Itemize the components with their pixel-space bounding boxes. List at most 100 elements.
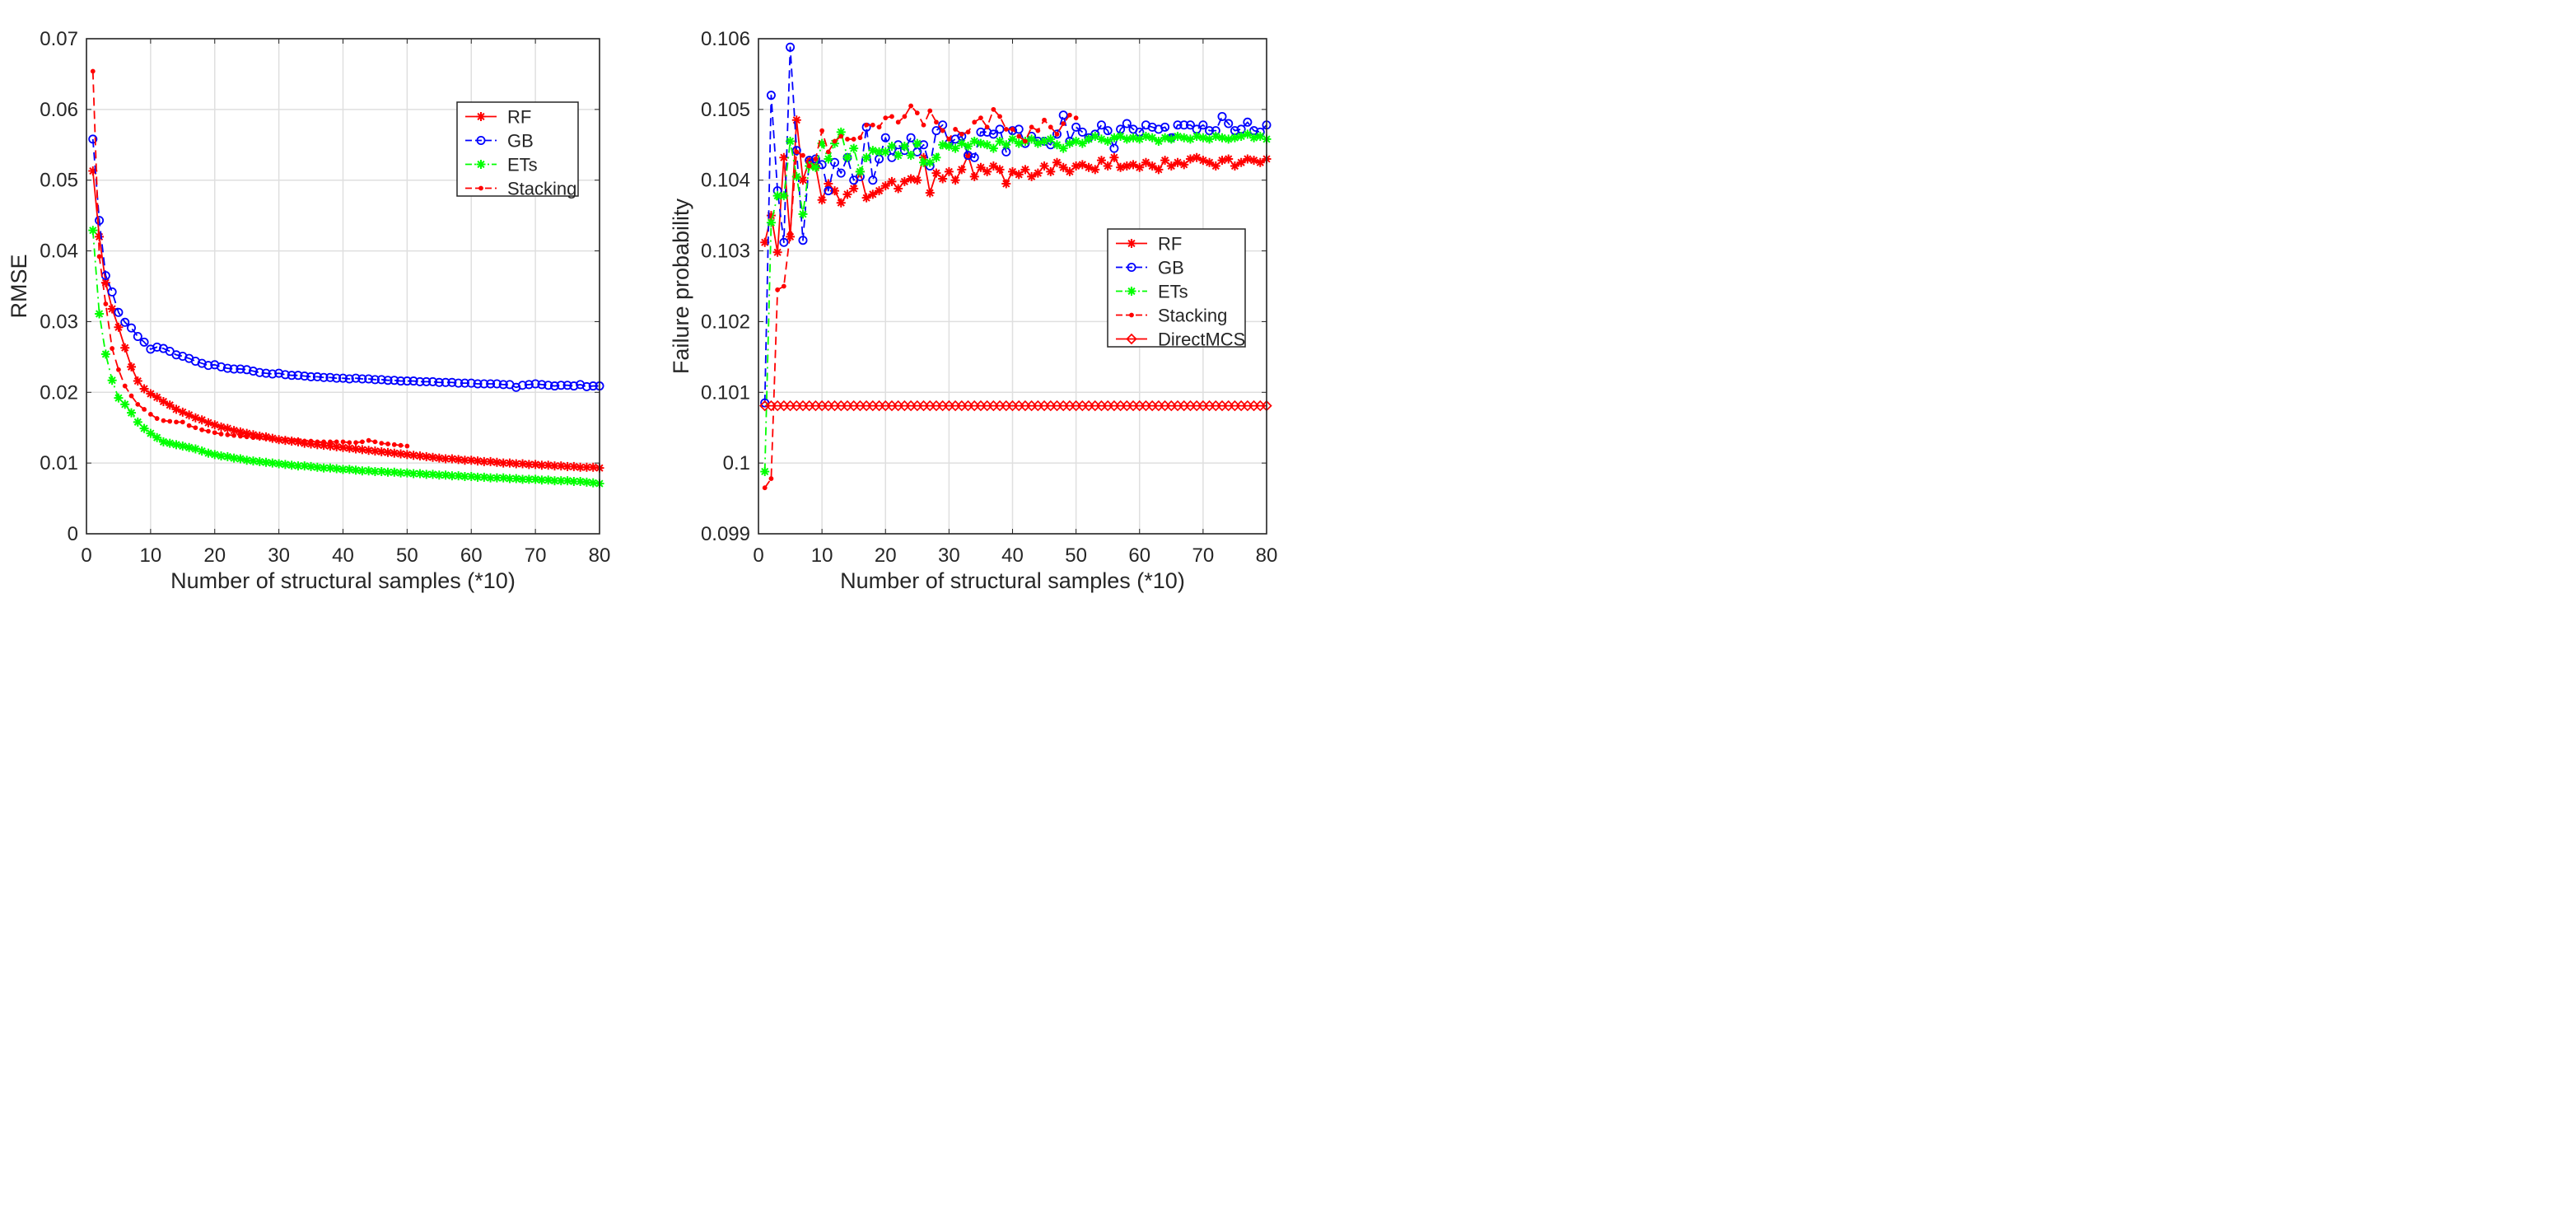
failure-probability-point-stacking [787,231,793,236]
failure-probability-point-rf [950,175,960,185]
failure-probability-point-rf [880,181,890,191]
failure-probability-point-rf [1160,156,1170,166]
rmse-point-rf [569,461,579,471]
failure-probability-point-ets [855,166,865,176]
rmse-point-stacking [301,438,307,444]
failure-probability-point-gb [1224,119,1234,129]
rmse-point-ets [549,476,559,486]
rmse-point-gb [133,331,142,341]
failure-probability-point-ets [957,138,967,148]
rmse-point-ets [203,448,213,458]
rmse-point-stacking [289,437,295,443]
rmse-point-gb [351,373,361,383]
rmse-point-ets [498,473,508,483]
rmse-point-rf [210,420,220,430]
rmse-point-gb [274,368,284,378]
failure-probability-point-stacking [762,485,768,491]
rmse-point-ets [280,460,290,470]
failure-probability-point-stacking [921,122,926,128]
failure-probability-point-rf [957,165,967,175]
rmse-point-ets [562,476,572,486]
rmse-point-ets [383,467,393,477]
failure-probability-point-stacking [1035,128,1041,133]
failure-probability-x-tick-label: 70 [1192,544,1215,567]
rmse-point-ets [505,474,515,484]
failure-probability-point-rf [1217,156,1227,166]
rmse-point-gb [486,379,496,389]
rmse-point-rf [454,455,464,465]
rmse-x-tick-label: 30 [268,544,290,567]
rmse-point-stacking [347,440,352,446]
rmse-y-tick-label: 0 [68,523,78,545]
failure-probability-point-ets [1052,140,1062,150]
rmse-point-stacking [276,437,282,442]
failure-probability-point-stacking [953,126,958,132]
rmse-point-stacking [110,346,115,351]
rmse-point-ets [486,473,496,483]
failure-probability-point-gb [1103,126,1113,136]
rmse-point-rf [332,442,342,451]
failure-probability-point-stacking [984,124,990,130]
rmse-point-stacking [154,416,160,421]
failure-probability-point-rf [944,166,954,176]
rmse-point-ets [319,463,329,473]
failure-probability-point-ets [1217,133,1227,143]
rmse-point-ets [133,417,142,427]
failure-probability-point-gb [1243,117,1253,127]
failure-probability-point-rf [875,186,884,196]
failure-probability-y-tick-label: 0.101 [701,381,750,404]
failure-probability-point-gb [1185,120,1195,130]
rmse-point-rf [114,322,124,332]
failure-probability-point-rf [1116,162,1126,172]
rmse-point-ets [100,349,110,359]
failure-probability-point-ets [817,138,827,148]
failure-probability-point-rf [925,188,935,198]
rmse-point-ets [530,474,540,484]
rmse-point-stacking [174,419,179,425]
rmse-point-ets [146,428,156,438]
rmse-y-axis-label: RMSE [7,254,31,318]
rmse-point-ets [184,442,194,452]
rmse-point-ets [261,457,271,467]
rmse-y-tick-label: 0.02 [40,381,78,404]
failure-probability-point-gb [1122,119,1132,129]
rmse-point-ets [351,465,361,475]
failure-probability-point-ets [976,138,986,148]
failure-probability-chart: 0 10 20 30 40 50 60 70 80 0.099 0.1 0.101 0.102 0.103… [669,28,1277,593]
rmse-point-stacking [269,437,275,442]
rmse-point-gb [325,372,335,382]
rmse-point-rf [229,426,239,436]
failure-probability-point-rf [1039,161,1049,171]
failure-probability-point-rf [1205,157,1215,167]
rmse-point-stacking [180,419,185,425]
rmse-point-ets [518,474,528,484]
rmse-point-ets [581,477,591,487]
failure-probability-point-rf [1103,161,1113,171]
failure-probability-point-rf [1243,154,1253,164]
failure-probability-point-ets [1077,138,1087,148]
failure-probability-point-stacking [1010,126,1015,132]
rmse-point-ets [210,450,220,460]
rmse-point-gb [562,381,572,390]
rmse-point-gb [537,380,547,390]
failure-probability-x-tick-label: 20 [875,544,897,567]
rmse-point-rf [236,427,245,437]
failure-probability-legend-marker-ets [1127,287,1136,296]
rmse-point-rf [376,446,386,456]
rmse-point-rf [319,441,329,451]
failure-probability-point-ets [1205,134,1215,144]
failure-probability-y-tick-label: 0.103 [701,241,750,263]
failure-probability-point-rf [887,176,897,186]
rmse-point-ets [332,464,342,474]
rmse-point-rf [344,443,354,453]
failure-probability-point-ets [1224,134,1234,144]
failure-probability-point-stacking [927,108,933,114]
failure-probability-point-stacking [813,157,819,161]
rmse-point-gb [434,377,444,387]
rmse-point-gb [107,287,117,297]
rmse-point-gb [171,350,181,360]
rmse-point-rf [190,413,200,423]
rmse-point-stacking [238,433,243,439]
failure-probability-point-gb [880,133,890,143]
rmse-point-ets [254,456,264,466]
